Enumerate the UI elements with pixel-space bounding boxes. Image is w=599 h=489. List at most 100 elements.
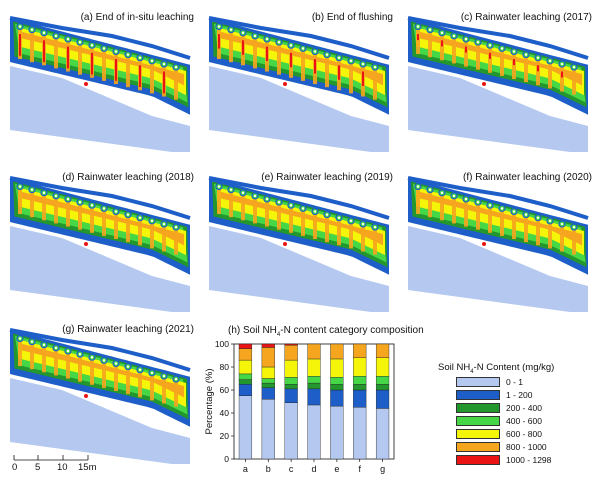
panel-c-title: (c) Rainwater leaching (2017) bbox=[460, 12, 592, 23]
well-core bbox=[30, 28, 34, 31]
leach-plume bbox=[66, 354, 70, 379]
x-tick-label: c bbox=[289, 464, 294, 474]
leach-plume bbox=[325, 218, 329, 243]
hotspot bbox=[482, 242, 486, 246]
legend-swatch bbox=[456, 442, 500, 452]
hotspot bbox=[84, 242, 88, 246]
bar-segment bbox=[261, 378, 275, 384]
bar-segment bbox=[261, 343, 275, 348]
bar-segment bbox=[307, 388, 321, 406]
hotspot bbox=[482, 82, 486, 86]
well-core bbox=[524, 53, 528, 56]
high-concentration-core bbox=[362, 71, 364, 87]
well-core bbox=[289, 204, 293, 207]
hotspot bbox=[283, 242, 287, 246]
well-core bbox=[572, 225, 576, 229]
leach-plume bbox=[241, 196, 245, 221]
well-core bbox=[572, 65, 576, 69]
well-core bbox=[229, 28, 233, 31]
well-core bbox=[476, 41, 480, 44]
well-core bbox=[241, 191, 245, 195]
bar-segment bbox=[307, 382, 321, 390]
panel-a-map bbox=[9, 16, 191, 152]
leach-plume bbox=[126, 58, 130, 88]
concentration-band bbox=[420, 191, 582, 246]
well-core bbox=[512, 210, 516, 213]
bar-segment bbox=[284, 388, 298, 403]
well-core bbox=[66, 197, 70, 201]
high-concentration-core bbox=[163, 71, 165, 94]
leach-plume bbox=[150, 64, 154, 94]
leach-plume bbox=[30, 33, 34, 63]
well-core bbox=[138, 216, 142, 219]
bar-segment bbox=[353, 357, 367, 377]
well-core bbox=[265, 37, 269, 41]
leach-plume bbox=[476, 205, 480, 230]
leach-plume bbox=[349, 224, 353, 249]
legend-swatch bbox=[456, 416, 500, 426]
bedrock-zone bbox=[10, 226, 190, 312]
leach-plume bbox=[512, 215, 516, 240]
panel-c: (c) Rainwater leaching (2017) bbox=[400, 6, 596, 158]
well-core bbox=[54, 34, 58, 38]
leach-plume bbox=[126, 370, 130, 395]
well-core bbox=[277, 201, 281, 204]
panel-e-map bbox=[208, 176, 390, 312]
legend-item: 1 - 200 bbox=[456, 389, 586, 401]
x-tick-label: e bbox=[334, 464, 339, 474]
well-core bbox=[114, 50, 118, 53]
leach-plume bbox=[30, 193, 34, 218]
well-core bbox=[42, 343, 46, 347]
high-concentration-core bbox=[290, 52, 292, 68]
high-concentration-core bbox=[218, 34, 220, 49]
well-core bbox=[90, 204, 94, 207]
bar-segment bbox=[307, 343, 321, 360]
scale-bar: 0 5 10 15m bbox=[12, 452, 102, 476]
well-core bbox=[174, 225, 178, 229]
leach-plume bbox=[560, 67, 564, 92]
well-core bbox=[452, 34, 456, 38]
well-core bbox=[150, 59, 154, 63]
well-core bbox=[277, 41, 281, 44]
leach-plume bbox=[253, 199, 257, 224]
legend-item: 400 - 600 bbox=[456, 415, 586, 427]
bedrock-zone bbox=[10, 378, 190, 464]
well-core bbox=[66, 349, 70, 353]
leach-plume bbox=[464, 202, 468, 227]
well-core bbox=[150, 219, 154, 223]
y-tick-label: 100 bbox=[215, 339, 229, 349]
leach-plume bbox=[361, 227, 365, 252]
bar-segment bbox=[375, 389, 390, 409]
leach-plume bbox=[560, 227, 564, 252]
leach-plume bbox=[373, 230, 377, 255]
leach-plume bbox=[102, 51, 106, 81]
leach-plume bbox=[536, 61, 540, 86]
legend: Soil NH4-N Content (mg/kg) 0 - 1 1 - 200… bbox=[438, 360, 588, 470]
well-core bbox=[464, 37, 468, 41]
panel-d: (d) Rainwater leaching (2018) bbox=[2, 166, 198, 318]
leach-plume bbox=[78, 45, 82, 75]
well-core bbox=[313, 210, 317, 213]
legend-label: 200 - 400 bbox=[506, 403, 542, 413]
leach-plume bbox=[217, 190, 221, 215]
bar-segment bbox=[261, 398, 275, 460]
well-core bbox=[476, 201, 480, 204]
leach-plume bbox=[301, 211, 305, 236]
bar-segment bbox=[353, 376, 367, 385]
well-core bbox=[126, 365, 130, 368]
leach-plume bbox=[301, 51, 305, 81]
leach-plume bbox=[476, 45, 480, 70]
leach-plume bbox=[512, 55, 516, 80]
high-concentration-core bbox=[489, 52, 491, 59]
well-core bbox=[18, 185, 22, 188]
leach-plume bbox=[464, 42, 468, 67]
surface-layer bbox=[208, 16, 390, 60]
leach-plume bbox=[18, 342, 22, 367]
bar-segment bbox=[284, 359, 298, 378]
panel-a: (a) End of in-situ leaching bbox=[2, 6, 198, 158]
concentration-band bbox=[221, 191, 383, 246]
high-concentration-core bbox=[19, 34, 21, 56]
leach-plume bbox=[138, 221, 142, 246]
well-core bbox=[416, 185, 420, 188]
leach-plume bbox=[66, 202, 70, 227]
